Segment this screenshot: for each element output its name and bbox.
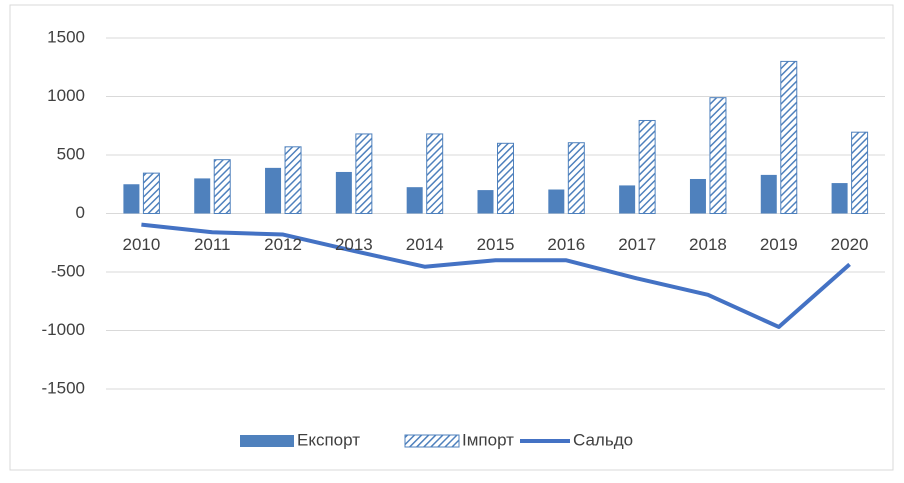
x-tick-label: 2014 <box>406 235 444 254</box>
bar <box>123 184 140 214</box>
bar <box>284 146 302 214</box>
x-tick-label: 2018 <box>689 235 727 254</box>
x-tick-label: 2013 <box>335 235 373 254</box>
bar <box>194 178 211 214</box>
bar <box>851 131 869 214</box>
legend-label: Експорт <box>297 430 360 449</box>
bar <box>142 172 160 214</box>
legend-label: Імпорт <box>462 430 514 449</box>
bar <box>548 189 565 214</box>
bar <box>567 142 585 214</box>
bar <box>689 178 706 214</box>
legend-label: Сальдо <box>573 430 633 449</box>
legend-swatch <box>404 434 460 448</box>
chart-border <box>9 4 894 471</box>
y-tick-label: 1000 <box>47 86 85 105</box>
bar <box>265 167 282 214</box>
bar <box>780 60 798 215</box>
y-tick-label: -1000 <box>42 320 85 339</box>
y-tick-label: -1500 <box>42 378 85 397</box>
bar <box>709 97 727 214</box>
bar <box>831 183 848 214</box>
bar <box>426 133 444 214</box>
bar <box>477 190 494 214</box>
bar <box>213 159 231 214</box>
bar <box>335 171 352 214</box>
x-tick-label: 2012 <box>264 235 302 254</box>
x-tick-label: 2020 <box>831 235 869 254</box>
bar <box>760 174 777 214</box>
bar <box>638 119 656 214</box>
legend-swatch <box>240 435 294 447</box>
y-tick-label: -500 <box>51 261 85 280</box>
bar <box>355 133 373 214</box>
bar <box>619 185 636 214</box>
y-tick-label: 0 <box>76 203 85 222</box>
x-tick-label: 2017 <box>618 235 656 254</box>
x-tick-label: 2010 <box>122 235 160 254</box>
x-tick-label: 2019 <box>760 235 798 254</box>
y-tick-label: 1500 <box>47 27 85 46</box>
x-tick-label: 2011 <box>194 235 231 254</box>
x-tick-label: 2016 <box>547 235 585 254</box>
bar <box>406 187 423 214</box>
y-tick-label: 500 <box>57 144 85 163</box>
x-tick-label: 2015 <box>477 235 515 254</box>
bar <box>497 142 514 214</box>
line <box>141 222 851 329</box>
